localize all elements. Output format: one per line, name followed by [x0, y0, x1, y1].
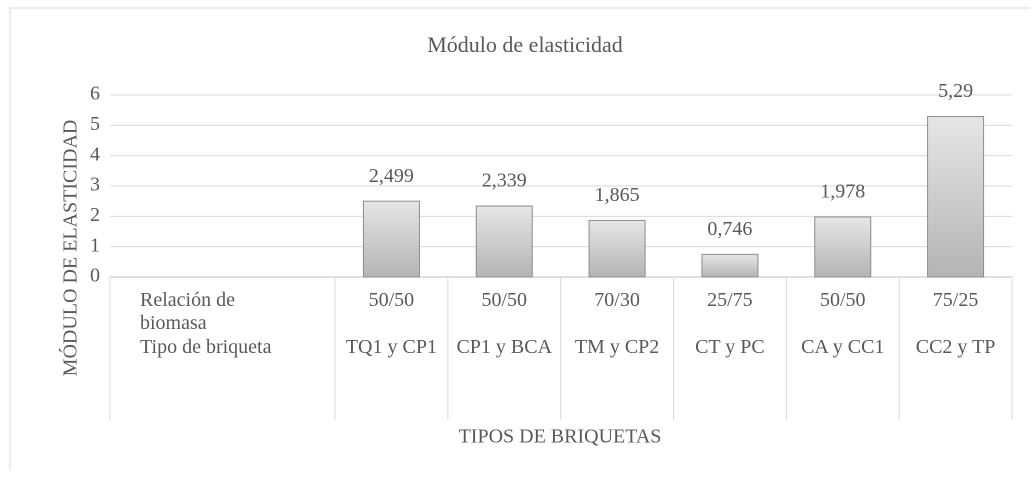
category-label: 50/50 [481, 289, 528, 311]
y-tick-label: 6 [90, 83, 100, 105]
data-label: 2,499 [369, 165, 414, 187]
bar [814, 216, 872, 278]
category-label: 50/50 [819, 289, 866, 311]
chart-border [9, 7, 1030, 470]
data-label: 0,746 [707, 218, 752, 240]
bar [362, 200, 420, 278]
category-label: TQ1 y CP1 [345, 336, 437, 358]
x-axis-title: TIPOS DE BRIQUETAS [459, 426, 662, 448]
data-label: 5,29 [938, 80, 973, 102]
category-label: CP1 y BCA [456, 336, 553, 358]
category-label: CA y CC1 [801, 336, 885, 358]
y-tick-label: 2 [90, 204, 100, 226]
row-header: Relación de biomasa [140, 289, 235, 334]
y-tick-label: 1 [90, 234, 100, 256]
bar [927, 116, 985, 278]
y-tick-label: 4 [90, 143, 100, 165]
bar [588, 219, 646, 278]
category-label: 50/50 [368, 289, 415, 311]
y-tick-label: 3 [90, 174, 100, 196]
bar [475, 205, 533, 278]
category-label: 25/75 [707, 289, 753, 311]
category-label: CT y PC [695, 336, 765, 358]
y-tick-label: 0 [90, 265, 100, 287]
category-label: CC2 y TP [915, 336, 996, 358]
chart-title: Módulo de elasticidad [427, 32, 623, 57]
data-label: 1,865 [595, 184, 640, 206]
category-label: 70/30 [594, 289, 640, 311]
y-axis-title: MÓDULO DE ELASTICIDAD [58, 120, 82, 377]
row-header: Tipo de briqueta [140, 336, 272, 358]
y-tick-label: 5 [90, 113, 100, 135]
data-label: 2,339 [482, 170, 527, 192]
data-label: 1,978 [820, 181, 865, 203]
category-label: 75/25 [932, 289, 979, 311]
bar [701, 253, 759, 278]
category-label: TM y CP2 [574, 336, 660, 358]
